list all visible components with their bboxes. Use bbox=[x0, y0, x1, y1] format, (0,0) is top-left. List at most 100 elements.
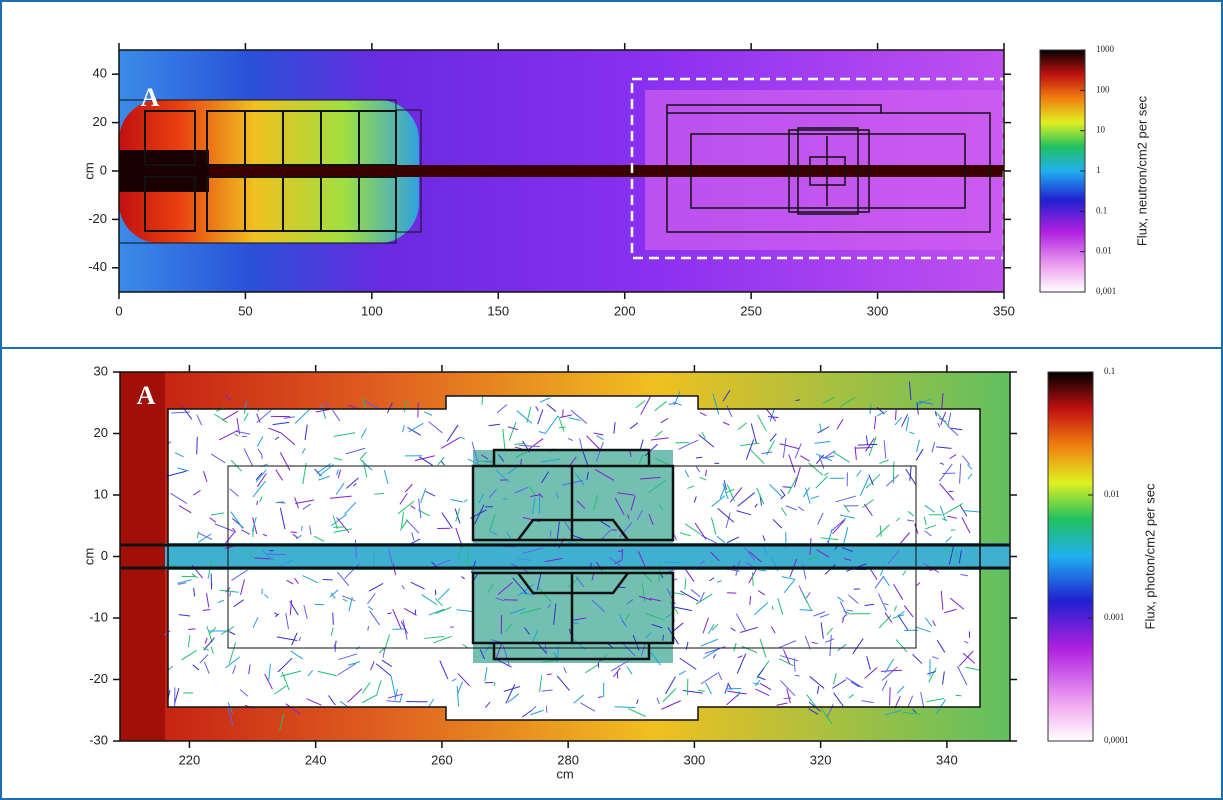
texture-stroke bbox=[484, 701, 491, 708]
texture-stroke bbox=[539, 397, 551, 403]
texture-stroke bbox=[654, 400, 667, 412]
texture-stroke bbox=[757, 414, 767, 432]
texture-stroke bbox=[809, 676, 825, 689]
texture-stroke bbox=[546, 403, 557, 412]
texture-stroke bbox=[332, 409, 341, 422]
texture-stroke bbox=[290, 531, 297, 534]
texture-stroke bbox=[421, 594, 438, 606]
texture-stroke bbox=[229, 592, 232, 597]
texture-stroke bbox=[797, 506, 805, 512]
texture-stroke bbox=[276, 636, 298, 642]
texture-stroke bbox=[842, 618, 845, 624]
texture-stroke bbox=[580, 702, 596, 712]
texture-stroke bbox=[504, 623, 513, 633]
texture-stroke bbox=[320, 404, 327, 419]
texture-stroke bbox=[726, 484, 736, 502]
texture-stroke bbox=[289, 600, 293, 616]
texture-stroke bbox=[637, 551, 647, 569]
texture-stroke bbox=[629, 450, 632, 457]
texture-stroke bbox=[231, 568, 250, 581]
texture-stroke bbox=[613, 422, 616, 434]
texture-stroke bbox=[294, 408, 311, 424]
texture-stroke bbox=[274, 685, 287, 695]
texture-stroke bbox=[884, 709, 902, 716]
texture-stroke bbox=[843, 557, 852, 561]
texture-stroke bbox=[407, 427, 421, 436]
texture-stroke bbox=[766, 408, 777, 422]
texture-stroke bbox=[498, 454, 505, 462]
texture-stroke bbox=[695, 593, 713, 605]
texture-stroke bbox=[252, 480, 266, 498]
texture-stroke bbox=[594, 469, 615, 481]
texture-stroke bbox=[245, 550, 254, 559]
texture-stroke bbox=[916, 626, 931, 633]
texture-stroke bbox=[199, 654, 209, 664]
texture-stroke bbox=[950, 427, 963, 431]
texture-stroke bbox=[909, 465, 912, 481]
texture-stroke bbox=[252, 527, 254, 538]
texture-stroke bbox=[392, 609, 402, 630]
texture-stroke bbox=[671, 605, 693, 612]
texture-stroke bbox=[463, 498, 468, 503]
texture-stroke bbox=[285, 612, 289, 630]
texture-stroke bbox=[450, 499, 464, 503]
texture-stroke bbox=[901, 414, 909, 427]
texture-stroke bbox=[516, 410, 533, 424]
texture-stroke bbox=[368, 583, 384, 592]
texture-stroke bbox=[804, 635, 811, 650]
texture-stroke bbox=[850, 681, 860, 688]
x-tick-label: 150 bbox=[487, 303, 509, 318]
texture-stroke bbox=[795, 399, 801, 402]
texture-stroke bbox=[958, 650, 974, 667]
texture-stroke bbox=[736, 510, 752, 516]
texture-stroke bbox=[883, 440, 887, 459]
texture-stroke bbox=[635, 400, 646, 409]
texture-stroke bbox=[949, 454, 957, 460]
texture-stroke bbox=[723, 480, 728, 491]
texture-stroke bbox=[815, 475, 828, 489]
texture-stroke bbox=[661, 700, 682, 710]
texture-stroke bbox=[546, 673, 552, 676]
texture-stroke bbox=[329, 589, 339, 598]
texture-stroke bbox=[902, 570, 907, 576]
texture-stroke bbox=[418, 498, 422, 519]
x-tick-label: 0 bbox=[115, 303, 122, 318]
texture-stroke bbox=[375, 663, 392, 677]
texture-stroke bbox=[759, 682, 772, 691]
texture-stroke bbox=[489, 513, 496, 532]
texture-stroke bbox=[690, 589, 701, 598]
texture-stroke bbox=[401, 584, 405, 590]
texture-stroke bbox=[614, 497, 625, 516]
texture-stroke bbox=[817, 426, 830, 434]
texture-stroke bbox=[679, 532, 691, 537]
texture-stroke bbox=[559, 414, 572, 419]
texture-stroke bbox=[517, 583, 535, 597]
texture-stroke bbox=[737, 690, 740, 697]
texture-stroke bbox=[695, 456, 703, 459]
texture-stroke bbox=[866, 656, 871, 670]
texture-stroke bbox=[808, 462, 824, 476]
texture-stroke bbox=[783, 697, 792, 700]
texture-stroke bbox=[665, 676, 676, 695]
texture-stroke bbox=[230, 511, 244, 529]
texture-stroke bbox=[925, 524, 937, 530]
texture-stroke bbox=[503, 685, 521, 692]
texture-stroke bbox=[744, 547, 756, 561]
texture-stroke bbox=[279, 507, 286, 530]
texture-stroke bbox=[717, 507, 735, 523]
texture-stroke bbox=[810, 495, 820, 500]
texture-stroke bbox=[856, 469, 862, 477]
texture-stroke bbox=[693, 496, 697, 503]
texture-stroke bbox=[257, 448, 263, 456]
texture-stroke bbox=[794, 674, 800, 677]
texture-stroke bbox=[842, 614, 847, 620]
texture-stroke bbox=[593, 494, 599, 511]
texture-stroke bbox=[630, 495, 636, 511]
texture-stroke bbox=[824, 472, 829, 476]
texture-stroke bbox=[574, 472, 585, 486]
texture-stroke bbox=[699, 412, 707, 417]
x-axis-label: cm bbox=[556, 766, 573, 781]
texture-stroke bbox=[597, 696, 603, 698]
y-tick-label: 20 bbox=[94, 425, 108, 440]
texture-stroke bbox=[754, 679, 761, 687]
